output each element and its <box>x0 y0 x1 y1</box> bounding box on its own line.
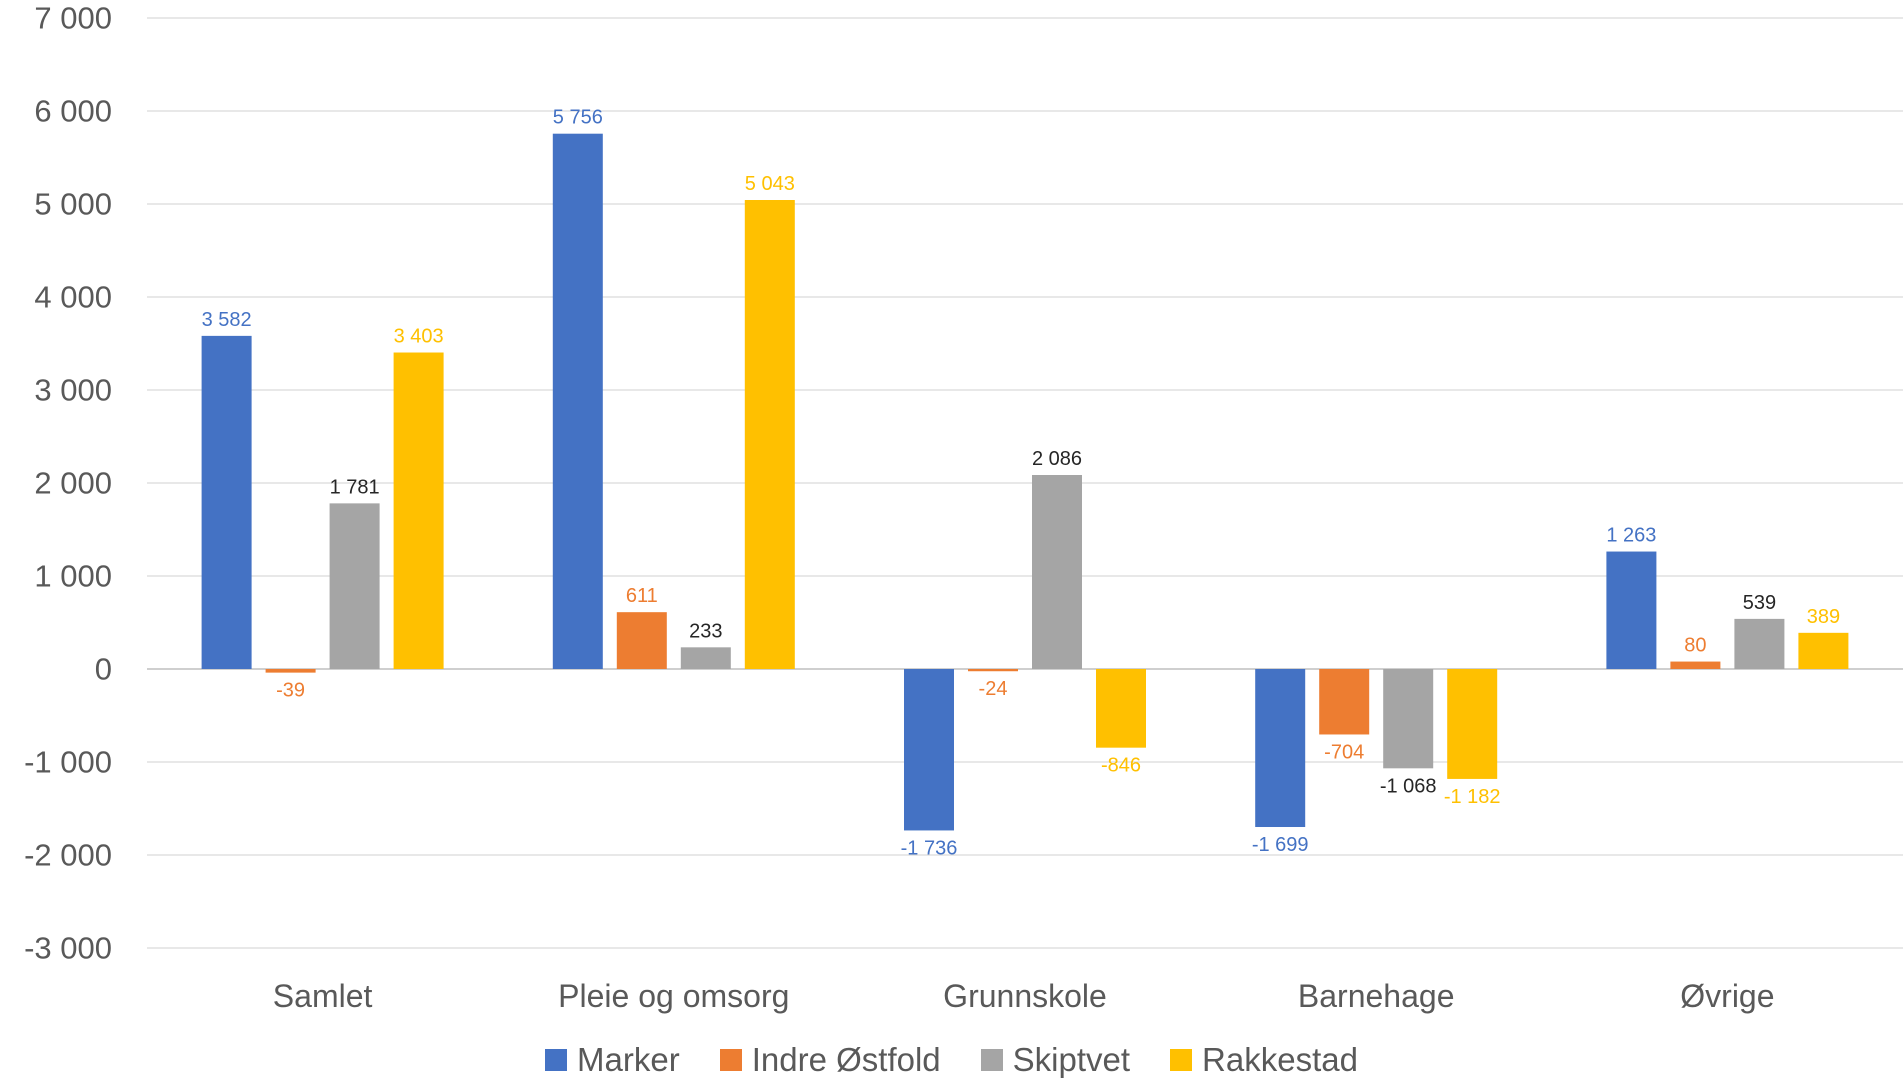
data-label: -24 <box>979 678 1008 700</box>
legend-item-marker: Marker <box>545 1041 680 1079</box>
data-label: 1 781 <box>330 476 380 498</box>
data-label: 2 086 <box>1032 448 1082 470</box>
data-label: -1 736 <box>901 837 958 859</box>
data-label: 3 582 <box>202 309 252 331</box>
data-label: 1 263 <box>1606 525 1656 547</box>
y-tick-label: 7 000 <box>34 1 112 36</box>
bar-marker <box>1255 669 1306 828</box>
legend-label-marker: Marker <box>577 1041 680 1078</box>
bar-rakkestad <box>1447 669 1498 779</box>
bar-rakkestad <box>744 200 795 669</box>
y-tick-label: 3 000 <box>34 373 112 408</box>
legend-item-skiptvet: Skiptvet <box>980 1041 1131 1079</box>
data-label: 80 <box>1684 635 1706 657</box>
bar-indre-stfold <box>968 669 1018 672</box>
data-label: -704 <box>1324 741 1364 763</box>
x-category-label: Samlet <box>273 978 373 1014</box>
bar-indre-stfold <box>1319 669 1370 735</box>
data-label: -846 <box>1101 755 1141 777</box>
bar-marker <box>201 335 252 669</box>
y-tick-label: -2 000 <box>24 838 112 873</box>
y-tick-label: 4 000 <box>34 280 112 315</box>
data-label: -1 182 <box>1444 786 1501 808</box>
legend-swatch-rakkestad <box>1170 1049 1193 1071</box>
data-label: 539 <box>1743 592 1776 614</box>
data-label: 611 <box>626 585 658 607</box>
y-tick-label: -3 000 <box>24 931 112 966</box>
bar-marker <box>552 133 603 669</box>
legend-swatch-indre-ostfold <box>719 1049 742 1071</box>
data-label: 5 756 <box>553 107 603 129</box>
bar-rakkestad <box>1798 632 1849 669</box>
bar-skiptvet <box>1734 618 1785 669</box>
data-label: 5 043 <box>745 173 795 195</box>
y-tick-label: 0 <box>95 652 112 687</box>
legend-item-indre-ostfold: Indre Østfold <box>719 1041 941 1079</box>
legend-label-skiptvet: Skiptvet <box>1012 1041 1131 1078</box>
data-label: 389 <box>1807 606 1840 628</box>
x-category-label: Øvrige <box>1680 978 1774 1014</box>
y-tick-label: 2 000 <box>34 466 112 501</box>
legend-label-rakkestad: Rakkestad <box>1202 1041 1358 1078</box>
data-label: 233 <box>689 620 722 642</box>
legend-swatch-marker <box>545 1049 568 1071</box>
bar-skiptvet <box>1032 475 1082 669</box>
bar-skiptvet <box>329 503 380 669</box>
bar-skiptvet <box>680 647 731 669</box>
bar-skiptvet <box>1383 669 1434 769</box>
legend-item-rakkestad: Rakkestad <box>1170 1041 1358 1079</box>
y-tick-label: 1 000 <box>34 559 112 594</box>
x-category-label: Grunnskole <box>943 978 1107 1014</box>
legend-label-indre-ostfold: Indre Østfold <box>751 1041 941 1078</box>
bar-indre-stfold <box>616 612 667 669</box>
bar-marker <box>1606 551 1657 669</box>
y-tick-label: 5 000 <box>34 187 112 222</box>
y-tick-label: 6 000 <box>34 94 112 129</box>
bar-rakkestad <box>1096 669 1146 748</box>
legend-swatch-skiptvet <box>980 1049 1003 1071</box>
bar-marker <box>904 669 954 831</box>
x-category-label: Barnehage <box>1298 978 1455 1014</box>
data-label: -39 <box>276 680 305 702</box>
data-label: -1 699 <box>1252 834 1309 856</box>
data-label: -1 068 <box>1380 775 1437 797</box>
bar-indre-stfold <box>265 669 316 673</box>
x-category-label: Pleie og omsorg <box>558 978 789 1014</box>
y-tick-label: -1 000 <box>24 745 112 780</box>
bar-indre-stfold <box>1670 661 1721 669</box>
data-label: 3 403 <box>394 326 444 348</box>
bar-rakkestad <box>393 352 444 669</box>
chart-legend: Marker Indre Østfold Skiptvet Rakkestad <box>0 1040 1903 1080</box>
